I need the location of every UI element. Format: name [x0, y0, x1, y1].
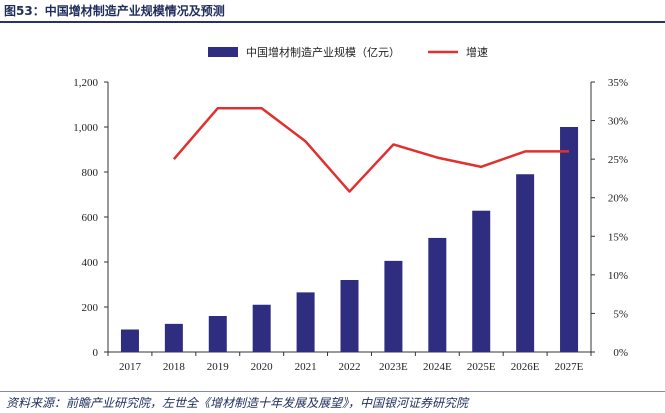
left-tick-label: 800: [82, 167, 99, 179]
right-tick-label: 35%: [608, 77, 628, 89]
x-tick-label: 2020: [251, 361, 274, 373]
x-tick-label: 2027E: [555, 361, 584, 373]
legend-bar-swatch: [208, 47, 238, 57]
x-tick-label: 2024E: [423, 361, 452, 373]
right-tick-label: 0%: [613, 347, 628, 359]
left-tick-label: 400: [82, 257, 99, 269]
bar: [428, 237, 447, 352]
bar-line-chart: 0 200 400 600 800 1,000 1,200 0% 5% 10% 15% 20% 25% 3…: [73, 45, 628, 373]
x-tick-label: 2023E: [379, 361, 408, 373]
legend-bar-label: 中国增材制造产业规模（亿元）: [246, 45, 400, 59]
bar: [208, 316, 227, 352]
x-tick-label: 2018: [163, 361, 186, 373]
legend-line-label: 增速: [466, 45, 488, 59]
x-tick-label: 2021: [295, 361, 317, 373]
right-tick-label: 20%: [608, 193, 628, 205]
x-tick-label: 2019: [207, 361, 230, 373]
source-divider: [0, 391, 665, 392]
x-tick-label: 2017: [119, 361, 142, 373]
right-tick-label: 10%: [608, 270, 628, 282]
x-tick-label: 2025E: [467, 361, 496, 373]
left-tick-label: 600: [82, 212, 99, 224]
left-tick-label: 200: [82, 302, 99, 314]
bar: [560, 127, 579, 352]
title-divider: [0, 21, 665, 23]
bar: [472, 210, 491, 352]
chart-title: 图53：中国增材制造产业规模情况及预测: [4, 4, 225, 18]
bar: [340, 280, 359, 352]
growth-line: [172, 106, 570, 193]
bar: [120, 329, 139, 352]
left-tick-label: 1,000: [73, 122, 98, 134]
x-tick-label: 2022: [339, 361, 361, 373]
right-tick-label: 30%: [608, 116, 628, 128]
bar: [384, 260, 403, 352]
right-tick-label: 15%: [608, 231, 628, 243]
left-tick-label: 1,200: [73, 77, 98, 89]
left-tick-label: 0: [93, 347, 99, 359]
bar: [296, 292, 315, 352]
bar: [516, 174, 535, 352]
right-tick-label: 5%: [613, 308, 628, 320]
bar: [164, 323, 183, 352]
x-tick-label: 2026E: [511, 361, 540, 373]
bar: [252, 304, 271, 352]
source-note: 资料来源：前瞻产业研究院，左世全《增材制造十年发展及展望》，中国银河证券研究院: [6, 396, 469, 410]
right-tick-label: 25%: [608, 154, 628, 166]
